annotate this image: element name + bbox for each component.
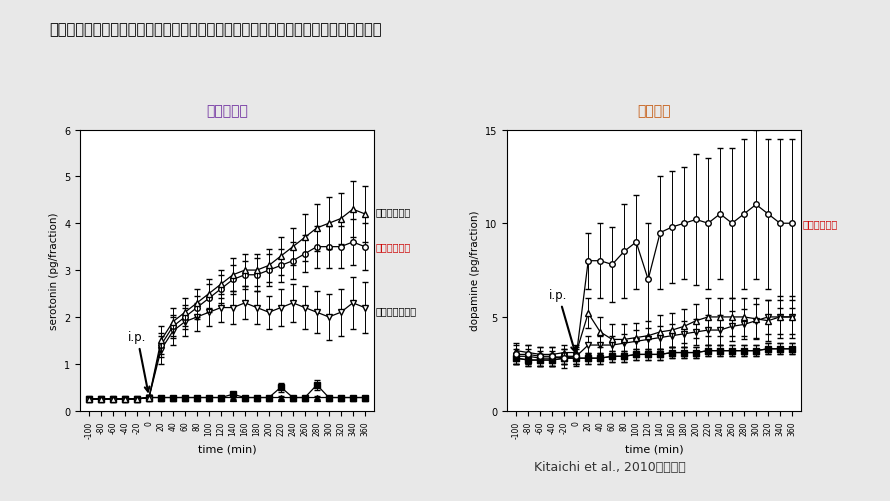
Text: Kitaichi et al., 2010より引用: Kitaichi et al., 2010より引用	[534, 460, 686, 473]
Text: セルトラリン: セルトラリン	[803, 219, 838, 229]
Y-axis label: serotonin (pg/fraction): serotonin (pg/fraction)	[49, 212, 59, 329]
Text: セルトラリンによる側坐核における細胞外セロトニン・ドパミン量の変化（ラット）: セルトラリンによる側坐核における細胞外セロトニン・ドパミン量の変化（ラット）	[49, 23, 382, 38]
Text: i.p.: i.p.	[128, 331, 150, 392]
Text: セロトニン: セロトニン	[206, 104, 248, 118]
Text: パロキセチン: パロキセチン	[376, 207, 411, 217]
Y-axis label: dopamine (pg/fraction): dopamine (pg/fraction)	[470, 210, 480, 331]
X-axis label: time (min): time (min)	[198, 443, 256, 453]
X-axis label: time (min): time (min)	[625, 443, 684, 453]
Text: ドパミン: ドパミン	[637, 104, 671, 118]
Text: セルトラリン: セルトラリン	[376, 242, 411, 252]
Text: フルボキサミン: フルボキサミン	[376, 305, 417, 315]
Text: i.p.: i.p.	[549, 289, 576, 352]
